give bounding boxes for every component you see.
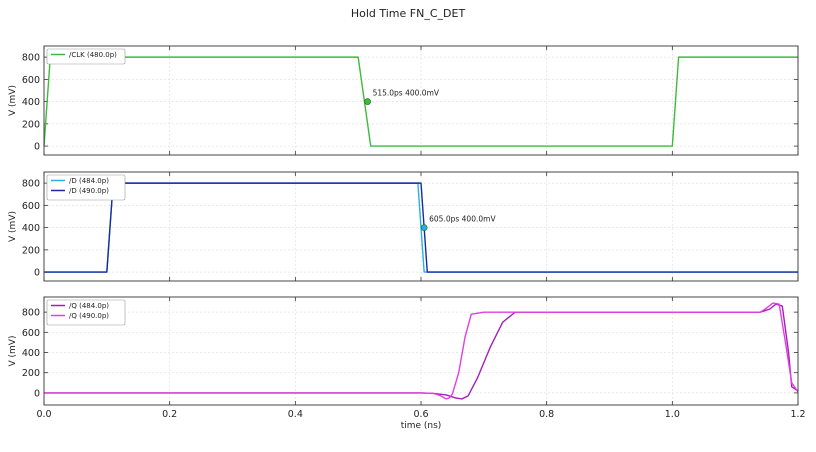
- plot-frame: [43, 171, 799, 282]
- legend: /D (484.0p) /D (490.0p): [46, 174, 126, 201]
- y-tick-label: 600: [22, 328, 40, 339]
- annotation-marker: [420, 224, 428, 231]
- y-axis-label: V (mV): [8, 211, 18, 242]
- y-tick-label: 400: [22, 348, 40, 359]
- y-axis-label: V (mV): [8, 336, 18, 367]
- panel-1: 0 200 400 600 800 V (mV) 515.0ps 400.0mV/CLK (…: [8, 45, 799, 156]
- legend: /CLK (480.0p): [46, 48, 126, 65]
- y-tick-label: 800: [22, 53, 40, 64]
- legend-box: [46, 299, 126, 326]
- legend: /Q (484.0p) /Q (490.0p): [46, 299, 126, 326]
- y-tick-label: 400: [22, 97, 40, 108]
- x-tick-label: 0.6: [413, 409, 428, 420]
- y-tick-label: 200: [22, 368, 40, 379]
- x-tick-label: 0.8: [539, 409, 554, 420]
- panel-2: 0 200 400 600 800 V (mV) 605.0ps 400.0mV/D (48…: [8, 171, 799, 282]
- panels-group: 0 200 400 600 800 V (mV) 515.0ps 400.0mV/CLK (…: [8, 45, 806, 420]
- annotation-label: 515.0ps 400.0mV: [373, 89, 440, 98]
- annotation-label: 605.0ps 400.0mV: [429, 215, 496, 224]
- figure-title: Hold Time FN_C_DET: [351, 7, 466, 20]
- legend-entry: /Q (490.0p): [69, 312, 109, 320]
- legend-box: [46, 174, 126, 201]
- panel-3: 0 200 400 600 800 0.0 0.2 0.4 0.6 0.8 1.0 1.2 V (mV)…: [8, 296, 806, 420]
- y-tick-label: 800: [22, 179, 40, 190]
- legend-entry: /D (484.0p): [69, 177, 109, 185]
- series-line-1: [44, 303, 799, 400]
- plot-frame: [43, 45, 799, 156]
- x-tick-label: 1.2: [790, 409, 805, 420]
- y-tick-label: 200: [22, 245, 40, 256]
- y-axis-label: V (mV): [8, 85, 18, 116]
- y-tick-label: 0: [34, 268, 40, 279]
- x-tick-label: 0.4: [288, 409, 303, 420]
- y-tick-label: 600: [22, 75, 40, 86]
- y-tick-label: 600: [22, 201, 40, 212]
- series-line-2: [44, 182, 798, 273]
- x-tick-label: 0.0: [36, 409, 51, 420]
- annotation-marker: [364, 98, 371, 105]
- y-tick-label: 200: [22, 119, 40, 130]
- y-tick-label: 800: [22, 308, 40, 319]
- legend-entry: /CLK (480.0p): [69, 51, 117, 59]
- legend-entry: /Q (484.0p): [69, 302, 109, 310]
- legend-entry: /D (490.0p): [69, 187, 109, 195]
- x-axis-label: time (ns): [401, 421, 442, 431]
- legend-box: [46, 48, 126, 65]
- plot-frame: [43, 296, 799, 406]
- series-line-2: [44, 302, 799, 400]
- y-tick-label: 0: [34, 388, 40, 399]
- x-tick-label: 1.0: [665, 409, 680, 420]
- y-tick-label: 0: [34, 142, 40, 153]
- y-tick-label: 400: [22, 223, 40, 234]
- x-tick-label: 0.2: [162, 409, 177, 420]
